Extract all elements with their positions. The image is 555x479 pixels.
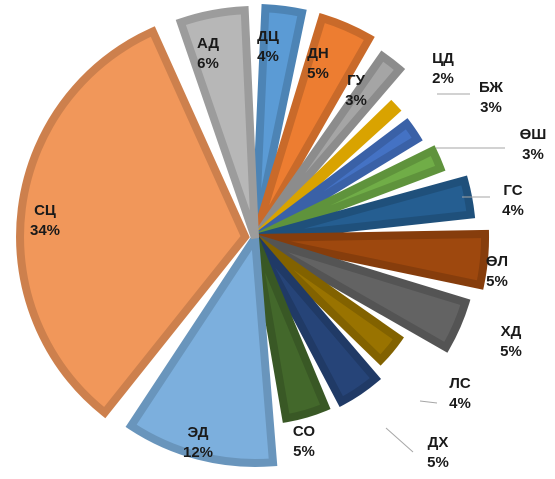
slice-label-9: ХД 5%: [500, 323, 522, 360]
slice-category: ЛС: [449, 375, 471, 392]
pie-slice-4: [252, 99, 402, 241]
slice-percent: 6%: [197, 55, 219, 72]
slice-label-11: ДХ 5%: [427, 434, 449, 471]
slice-percent: 5%: [293, 443, 315, 460]
slice-percent: 3%: [345, 92, 367, 109]
pie-slice-5: [252, 118, 423, 242]
slice-percent: 4%: [257, 48, 279, 65]
pie-slice-3: [251, 50, 406, 241]
slice-label-2: ДН 5%: [307, 45, 329, 82]
pie-slice-2: [251, 13, 375, 240]
slice-percent: 5%: [307, 65, 329, 82]
slice-category: ӨЛ: [486, 253, 508, 270]
slice-label-12: СО 5%: [293, 423, 315, 460]
slice-category: ГС: [503, 182, 522, 199]
slice-percent: 5%: [427, 454, 449, 471]
slice-category: СЦ: [34, 202, 56, 219]
slice-percent: 5%: [500, 343, 522, 360]
slice-percent: 4%: [502, 202, 524, 219]
leader-lines: [385, 93, 505, 453]
slice-label-6: ӨШ 3%: [520, 126, 547, 163]
slice-category: ДХ: [428, 434, 449, 451]
slice-label-1: ДЦ 4%: [257, 28, 279, 65]
pie-slice-10: [252, 234, 404, 366]
slice-percent: 4%: [449, 395, 471, 412]
pie-slice-1: [251, 4, 307, 239]
slice-label-5: БЖ 3%: [479, 79, 503, 116]
slice-percent: 3%: [480, 99, 502, 116]
slice-percent: 3%: [522, 146, 544, 163]
slice-category: ӨШ: [520, 126, 547, 143]
slice-label-3: ГУ 3%: [345, 72, 367, 109]
pie-slice-9: [253, 234, 471, 353]
pie-slice-11: [251, 235, 382, 407]
leader-line-10: [419, 400, 438, 404]
slice-category: АД: [197, 35, 219, 52]
slice-category: СО: [293, 423, 315, 440]
pie-slices: [16, 4, 490, 467]
slice-label-13: ЭД 12%: [183, 424, 213, 461]
slice-labels: ДЦ 4% ДН 5% ГУ 3% ЦД 2% БЖ 3% ӨШ 3% ГС 4% ӨЛ 5% ХД 5% ЛС 4%…: [30, 28, 546, 471]
slice-category: ХД: [501, 323, 522, 340]
pie-slice-13: [125, 226, 278, 467]
slice-label-10: ЛС 4%: [449, 375, 471, 412]
slice-category: ГУ: [347, 72, 366, 89]
slice-category: ЭД: [188, 424, 209, 441]
pie-slice-14: [16, 26, 250, 419]
slice-category: ДН: [307, 45, 329, 62]
slice-category: ДЦ: [257, 28, 279, 45]
slice-percent: 2%: [432, 70, 454, 87]
slice-label-8: ӨЛ 5%: [486, 253, 508, 290]
slice-category: БЖ: [479, 79, 503, 96]
slice-percent: 5%: [486, 273, 508, 290]
slice-label-7: ГС 4%: [502, 182, 524, 219]
slice-percent: 12%: [183, 444, 213, 461]
slice-category: ЦД: [432, 50, 454, 67]
slice-label-14: СЦ 34%: [30, 202, 60, 239]
leader-line-11: [385, 427, 414, 453]
slice-label-4: ЦД 2%: [432, 50, 454, 87]
slice-label-15: АД 6%: [197, 35, 219, 72]
slice-percent: 34%: [30, 222, 60, 239]
pie-slice-12: [251, 236, 331, 423]
pie-slice-15: [175, 6, 259, 240]
pie-slice-6: [253, 145, 446, 242]
pie-slice-8: [254, 229, 490, 290]
